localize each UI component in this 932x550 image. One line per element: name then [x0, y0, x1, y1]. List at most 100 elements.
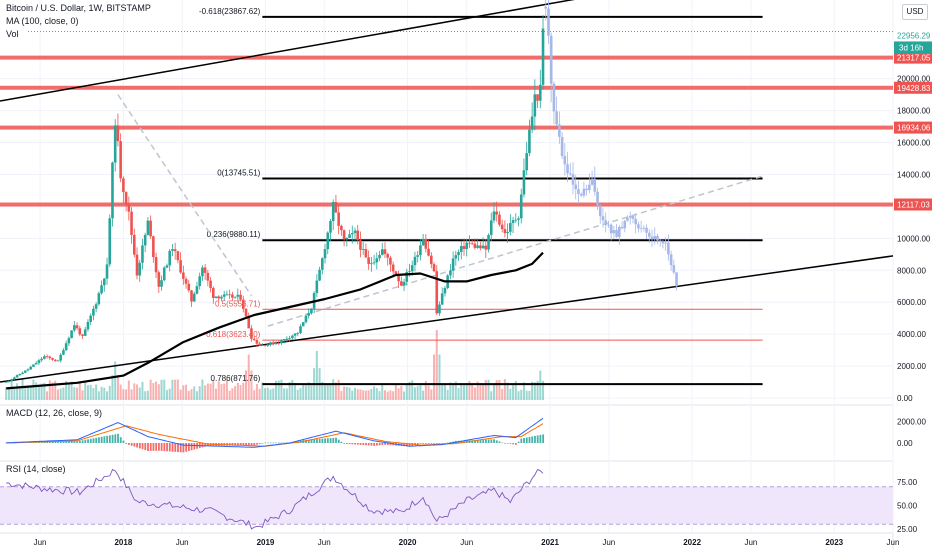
- candle-body: [410, 265, 414, 272]
- volume-bar: [136, 384, 139, 400]
- candle-body: [503, 229, 507, 234]
- projection-candle-body: [637, 224, 640, 229]
- volume-bar: [86, 385, 89, 400]
- volume-bar: [215, 388, 218, 400]
- candle-body: [78, 328, 82, 335]
- candle-body: [296, 333, 300, 334]
- candle-body: [97, 293, 101, 305]
- macd-histogram-bar: [277, 442, 280, 444]
- x-tick-label: 2023: [825, 538, 843, 547]
- volume-bar: [195, 391, 198, 400]
- projection-candle-body: [609, 224, 613, 234]
- y-tick-label: 8000.00: [897, 266, 926, 275]
- x-tick-label: 2018: [114, 538, 132, 547]
- macd-histogram-bar: [35, 442, 38, 443]
- y-tick-label: 10000.00: [897, 234, 931, 243]
- macd-histogram-bar: [321, 438, 324, 443]
- y-tick-label: 16000.00: [897, 139, 931, 148]
- countdown-badge-bg: [894, 41, 932, 54]
- volume-bar: [65, 381, 68, 400]
- candle-body: [383, 249, 387, 254]
- volume-bar: [111, 374, 114, 400]
- candle-body: [459, 246, 463, 253]
- volume-bar: [73, 387, 76, 400]
- candle-body: [89, 315, 92, 322]
- candle-body: [525, 153, 528, 171]
- candle-body: [304, 315, 308, 323]
- macd-histogram-bar: [59, 441, 62, 443]
- x-tick-label: Jun: [176, 538, 189, 547]
- upper-channel-line: [0, 0, 575, 102]
- candle-body: [345, 237, 349, 240]
- candle-body: [67, 338, 71, 344]
- currency-badge[interactable]: USD: [902, 4, 928, 20]
- macd-histogram-bar: [57, 441, 59, 443]
- volume-bar: [185, 384, 188, 400]
- macd-histogram-bar: [185, 443, 188, 452]
- macd-histogram-bar: [523, 438, 525, 443]
- macd-histogram-bar: [310, 439, 313, 443]
- candle-body: [443, 288, 447, 294]
- candle-body: [83, 329, 87, 336]
- macd-histogram-bar: [485, 439, 487, 443]
- macd-histogram-bar: [351, 443, 354, 445]
- volume-bar: [525, 390, 528, 400]
- volume-bar: [514, 380, 517, 400]
- volume-bar: [46, 391, 49, 400]
- candle-body: [236, 294, 240, 297]
- macd-histogram-bar: [416, 443, 419, 445]
- current-price-badge-bg: [894, 29, 932, 42]
- projection-candle-body: [653, 235, 657, 239]
- volume-bar: [261, 382, 264, 400]
- macd-histogram-bar: [160, 443, 163, 451]
- macd-histogram-bar: [474, 440, 476, 443]
- macd-histogram-bar: [149, 443, 152, 451]
- projection-candle-body: [555, 111, 558, 125]
- current-price-badge: 22956.29: [897, 31, 931, 40]
- candle-body: [479, 245, 482, 249]
- candle-body: [182, 272, 185, 279]
- volume-bar: [310, 385, 313, 400]
- volume-bar: [413, 387, 416, 400]
- volume-bar: [32, 379, 35, 400]
- candle-body: [149, 220, 152, 237]
- volume-bar: [539, 370, 542, 400]
- trend-lines[interactable]: [0, 0, 894, 383]
- level-price-badge: 12117.03: [897, 201, 930, 210]
- macd-histogram-bar: [237, 443, 239, 446]
- projection-candle-body: [547, 8, 550, 36]
- volume-bar: [155, 381, 158, 400]
- projection-candle-body: [634, 218, 637, 225]
- volume-bar: [54, 380, 57, 400]
- projection-candle-body: [658, 240, 662, 242]
- volume-bar: [56, 389, 59, 400]
- macd-histogram-bar: [179, 443, 182, 453]
- horizontal-levels[interactable]: -0.618(23867.62) 0(13745.51) 0.236(9880.11…: [0, 7, 893, 386]
- volume-bar: [340, 390, 343, 400]
- macd-histogram-bar: [163, 443, 166, 452]
- candle-body: [492, 211, 496, 221]
- macd-histogram-bar: [128, 443, 130, 445]
- volume-bar: [392, 391, 395, 400]
- candle-body: [481, 245, 485, 249]
- macd-histogram-bar: [313, 439, 316, 443]
- volume-bar: [473, 387, 476, 400]
- candle-body: [7, 380, 11, 382]
- macd-histogram-bar: [305, 439, 307, 443]
- candle-body: [427, 248, 430, 256]
- volume-bar: [255, 383, 258, 400]
- macd-histogram-bar: [204, 443, 207, 447]
- volume-bar: [89, 385, 92, 400]
- volume-bar: [198, 386, 201, 400]
- volume-bar: [495, 380, 498, 400]
- volume-bar: [296, 389, 299, 400]
- lower-channel-line: [0, 255, 894, 383]
- macd-histogram-bar: [133, 443, 136, 447]
- volume-bar: [157, 384, 160, 400]
- volume-bar: [272, 388, 275, 400]
- volume-bar: [490, 391, 493, 400]
- candle-body: [269, 342, 272, 345]
- moving-average: [6, 251, 544, 390]
- volume-bar: [51, 382, 54, 400]
